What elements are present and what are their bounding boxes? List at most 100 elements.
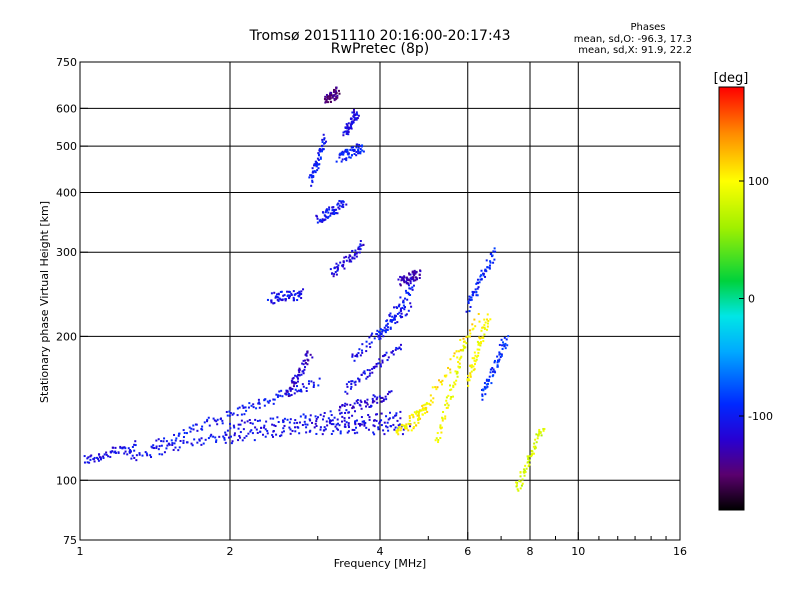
data-point [362,243,365,246]
colorbar-strip [719,446,744,448]
data-point [130,457,133,460]
data-point [523,469,526,472]
data-point [305,387,308,390]
colorbar-strip [719,266,744,268]
colorbar-strip [719,379,744,381]
data-point [400,307,403,310]
data-point [498,343,501,346]
data-point [330,419,333,422]
data-point [501,347,504,350]
data-point [480,342,483,345]
data-point [416,418,419,421]
colorbar-strip [719,154,744,156]
data-point [155,447,158,450]
data-point [133,449,136,452]
data-point [258,402,261,405]
data-point [460,355,463,358]
data-point [379,363,382,366]
data-point [295,375,298,378]
y-tick-label: 100 [56,474,77,487]
data-point [359,404,362,407]
data-point [445,399,448,402]
data-point [272,302,275,305]
colorbar-strip [719,457,744,459]
data-point [474,288,477,291]
data-point [316,416,319,419]
data-point [373,433,376,436]
colorbar-strip [719,109,744,111]
data-point [530,449,533,452]
data-point [365,340,368,343]
data-point [347,256,350,259]
data-point [215,440,218,443]
data-point [389,312,392,315]
data-point [398,426,401,429]
data-point [279,298,282,301]
data-point [470,370,473,373]
data-point [441,426,444,429]
data-point [441,379,444,382]
colorbar-strip [719,389,744,391]
data-point [454,370,457,373]
data-point [479,337,482,340]
data-point [233,432,236,435]
data-point [372,424,375,427]
data-point [251,422,254,425]
data-point [492,368,495,371]
data-point [119,445,122,448]
data-point [430,399,433,402]
colorbar-strip [719,361,744,363]
data-point [447,394,450,397]
data-point [349,259,352,262]
data-point [291,381,294,384]
data-point [477,354,480,357]
data-point [533,447,536,450]
data-point [450,395,453,398]
colorbar-strip [719,246,744,248]
data-point [468,379,471,382]
data-point [195,423,198,426]
data-point [318,377,321,380]
colorbar-strip [719,403,744,405]
data-point [345,409,348,412]
data-point [163,451,166,454]
data-point [293,382,296,385]
data-point [376,333,379,336]
data-point [397,429,400,432]
data-point [481,395,484,398]
data-point [385,398,388,401]
data-point [468,295,471,298]
data-point [359,240,362,243]
data-point [413,411,416,414]
data-point [482,340,485,343]
colorbar-strip [719,460,744,462]
colorbar-strip [719,224,744,226]
colorbar-strip [719,316,744,318]
data-point [289,418,292,421]
colorbar-strip [719,111,744,113]
colorbar-strip [719,245,744,247]
colorbar-strip [719,402,744,404]
data-point [298,368,301,371]
data-point [527,460,530,463]
data-point [496,361,499,364]
colorbar-strip [719,376,744,378]
data-point [469,373,472,376]
data-point [361,349,364,352]
data-point [107,455,110,458]
data-point [160,444,163,447]
data-point [288,421,291,424]
data-point [99,456,102,459]
stats-line-o: mean, sd,O: -96.3, 17.3 [574,34,692,45]
data-point [412,279,415,282]
data-point [344,158,347,161]
colorbar-strip [719,297,744,299]
data-point [97,458,100,461]
data-point [331,212,334,215]
colorbar-strip [719,388,744,390]
data-point [403,275,406,278]
data-point [341,265,344,268]
data-point [256,419,259,422]
data-point [395,414,398,417]
data-point [315,424,318,427]
